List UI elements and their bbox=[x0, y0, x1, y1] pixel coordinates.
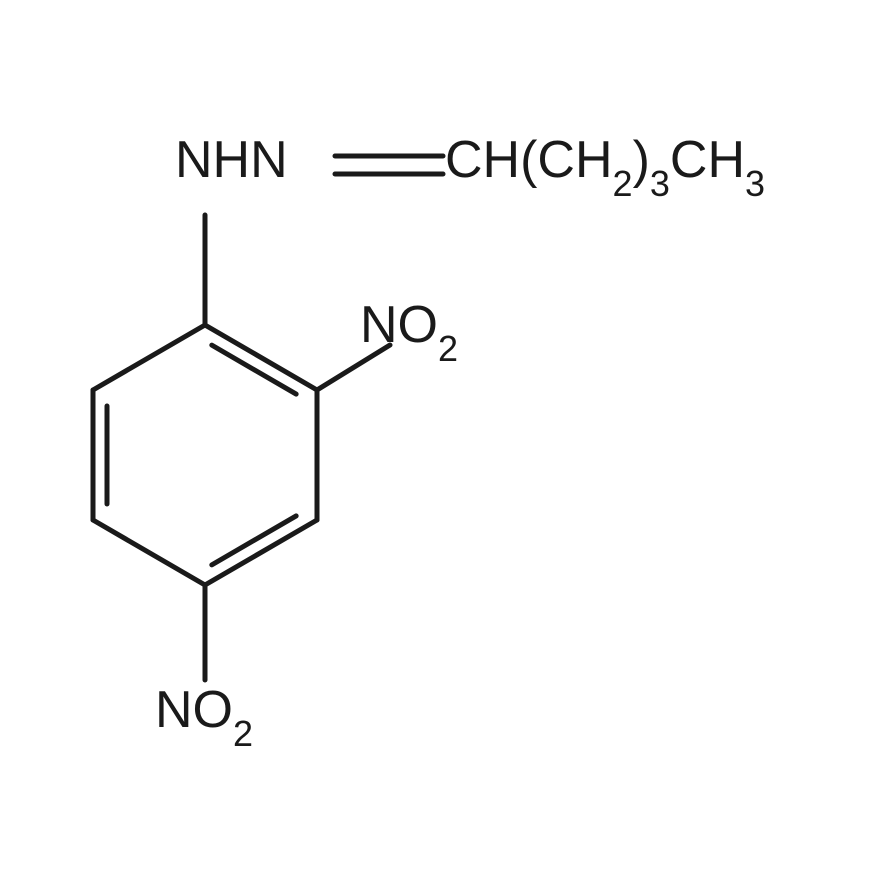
label-no2-para: NO2 bbox=[155, 680, 253, 747]
label-no2-ortho: NO2 bbox=[360, 295, 458, 362]
label-NHN: NHN bbox=[175, 130, 288, 190]
label-chain: CH(CH2)3CH3 bbox=[445, 130, 765, 197]
